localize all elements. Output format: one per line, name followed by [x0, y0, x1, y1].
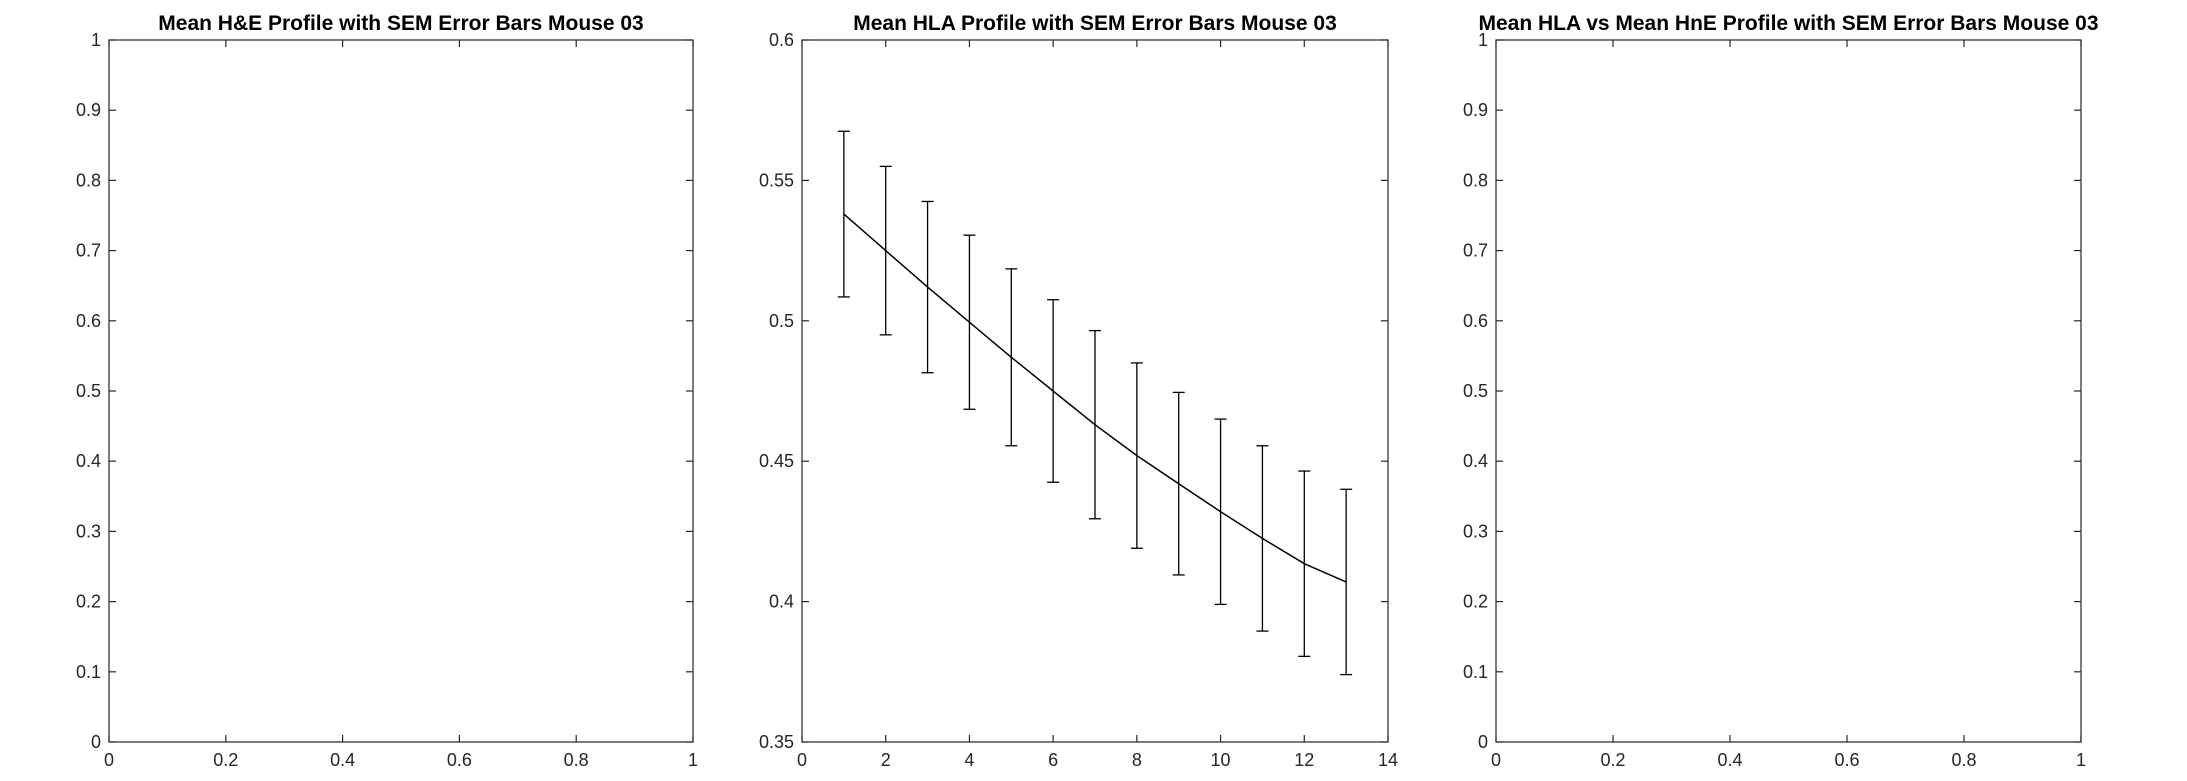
- y-tick-label: 0: [1478, 732, 1488, 752]
- chart-panel-he-profile: Mean H&E Profile with SEM Error Bars Mou…: [76, 12, 698, 770]
- y-tick-label: 0.5: [76, 381, 101, 401]
- y-tick-label: 0.7: [76, 241, 101, 261]
- y-tick-label: 0: [91, 732, 101, 752]
- x-tick-label: 14: [1378, 750, 1398, 770]
- x-tick-label: 2: [881, 750, 891, 770]
- error-bar: [1005, 268, 1018, 447]
- error-bar: [1089, 329, 1101, 520]
- y-tick-label: 0.55: [759, 170, 794, 190]
- x-tick-label: 0.4: [330, 750, 355, 770]
- y-tick-label: 0.9: [76, 100, 101, 120]
- y-tick-label: 0.3: [1463, 521, 1488, 541]
- y-tick-label: 0.5: [769, 311, 794, 331]
- error-bar: [1214, 418, 1227, 606]
- y-tick-label: 0.4: [769, 592, 794, 612]
- y-tick-label: 0.1: [1463, 662, 1488, 682]
- chart-title: Mean HLA vs Mean HnE Profile with SEM Er…: [1478, 12, 2098, 35]
- y-tick-label: 0.9: [1463, 100, 1488, 120]
- x-tick-label: 4: [964, 750, 974, 770]
- y-tick-label: 0.1: [76, 662, 101, 682]
- x-tick-label: 1: [688, 750, 698, 770]
- error-bar: [963, 234, 976, 410]
- y-tick-label: 0.5: [1463, 381, 1488, 401]
- error-bar: [837, 130, 850, 298]
- chart-title: Mean H&E Profile with SEM Error Bars Mou…: [158, 12, 643, 35]
- plot-area: [108, 39, 694, 743]
- x-tick-label: 0.2: [1600, 750, 1625, 770]
- chart-title: Mean HLA Profile with SEM Error Bars Mou…: [853, 12, 1337, 35]
- y-tick-label: 0.8: [76, 170, 101, 190]
- y-tick-label: 0.7: [1463, 241, 1488, 261]
- x-tick-label: 0.8: [1951, 750, 1976, 770]
- chart-panel-hla-profile: Mean HLA Profile with SEM Error Bars Mou…: [759, 12, 1398, 770]
- y-tick-label: 0.2: [1463, 592, 1488, 612]
- error-bar: [1130, 362, 1143, 549]
- x-tick-label: 8: [1132, 750, 1142, 770]
- error-bar: [1172, 391, 1185, 576]
- y-tick-label: 0.35: [759, 732, 794, 752]
- x-tick-label: 10: [1211, 750, 1231, 770]
- y-tick-label: 0.45: [759, 451, 794, 471]
- x-tick-label: 1: [2076, 750, 2086, 770]
- y-tick-label: 1: [1478, 30, 1488, 50]
- error-bar: [1340, 488, 1353, 676]
- y-tick-label: 0.6: [76, 311, 101, 331]
- x-tick-label: 0: [104, 750, 114, 770]
- error-bar: [1256, 445, 1269, 632]
- x-tick-label: 0: [797, 750, 807, 770]
- y-tick-label: 0.4: [76, 451, 101, 471]
- y-tick-label: 1: [91, 30, 101, 50]
- error-bar: [1047, 299, 1060, 483]
- x-tick-label: 0.2: [213, 750, 238, 770]
- x-tick-label: 0.6: [447, 750, 472, 770]
- y-tick-label: 0.6: [769, 30, 794, 50]
- y-tick-label: 0.6: [1463, 311, 1488, 331]
- x-tick-label: 0.8: [564, 750, 589, 770]
- plot-area: [1495, 39, 2082, 743]
- error-bar: [1298, 470, 1311, 658]
- x-tick-label: 12: [1294, 750, 1314, 770]
- y-tick-label: 0.8: [1463, 170, 1488, 190]
- y-tick-label: 0.2: [76, 592, 101, 612]
- error-bar: [879, 165, 892, 336]
- x-tick-label: 0: [1491, 750, 1501, 770]
- y-tick-label: 0.3: [76, 521, 101, 541]
- x-tick-label: 0.6: [1834, 750, 1859, 770]
- error-bar: [921, 200, 934, 374]
- x-tick-label: 6: [1048, 750, 1058, 770]
- y-tick-label: 0.4: [1463, 451, 1488, 471]
- x-tick-label: 0.4: [1717, 750, 1742, 770]
- chart-panel-hla-vs-hne-profile: Mean HLA vs Mean HnE Profile with SEM Er…: [1463, 12, 2099, 770]
